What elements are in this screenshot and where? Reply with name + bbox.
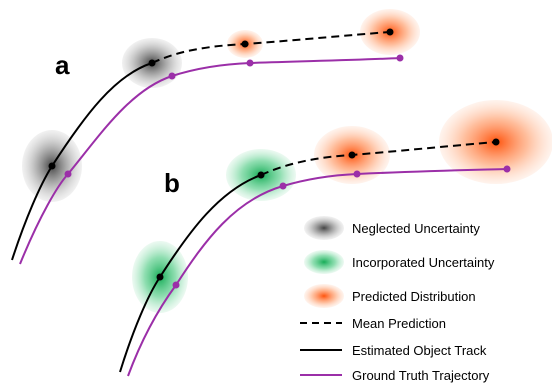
- ground-truth-point: [353, 170, 361, 178]
- track-point: [156, 273, 164, 281]
- mean-prediction-dashed: [260, 141, 497, 176]
- legend-item-neglected: Neglected Uncertainty: [304, 216, 480, 240]
- ground-truth-point: [246, 59, 254, 67]
- legend-label: Ground Truth Trajectory: [352, 368, 490, 383]
- panel-b: b: [119, 100, 552, 377]
- track-point: [348, 151, 356, 159]
- ground-truth-point: [172, 281, 180, 289]
- panel-a-label: a: [55, 50, 70, 80]
- legend-swatch-gray-ellipse: [304, 216, 344, 240]
- panel-b-label: b: [164, 168, 180, 198]
- track-point: [492, 138, 500, 146]
- track-point: [257, 171, 265, 179]
- track-point: [386, 28, 394, 36]
- legend-label: Predicted Distribution: [352, 289, 476, 304]
- legend-item-mean: Mean Prediction: [300, 316, 446, 331]
- legend-item-incorporated: Incorporated Uncertainty: [304, 250, 495, 274]
- ground-truth-point: [168, 72, 176, 80]
- ground-truth-point: [396, 54, 404, 62]
- track-point: [148, 59, 156, 67]
- mean-prediction-dashed: [151, 31, 391, 64]
- legend-item-estimated: Estimated Object Track: [300, 343, 487, 358]
- legend: Neglected Uncertainty Incorporated Uncer…: [300, 216, 495, 383]
- legend-label: Neglected Uncertainty: [352, 221, 480, 236]
- track-point: [241, 40, 249, 48]
- track-point: [48, 162, 56, 170]
- legend-item-predicted: Predicted Distribution: [304, 284, 476, 308]
- ground-truth-point: [279, 182, 287, 190]
- legend-swatch-orange-ellipse: [304, 284, 344, 308]
- legend-item-ground-truth: Ground Truth Trajectory: [300, 368, 490, 383]
- ground-truth-point: [64, 170, 72, 178]
- legend-swatch-green-ellipse: [304, 250, 344, 274]
- ground-truth-point: [503, 165, 511, 173]
- panel-a: a: [11, 9, 420, 265]
- legend-label: Mean Prediction: [352, 316, 446, 331]
- legend-label: Incorporated Uncertainty: [352, 255, 495, 270]
- legend-label: Estimated Object Track: [352, 343, 487, 358]
